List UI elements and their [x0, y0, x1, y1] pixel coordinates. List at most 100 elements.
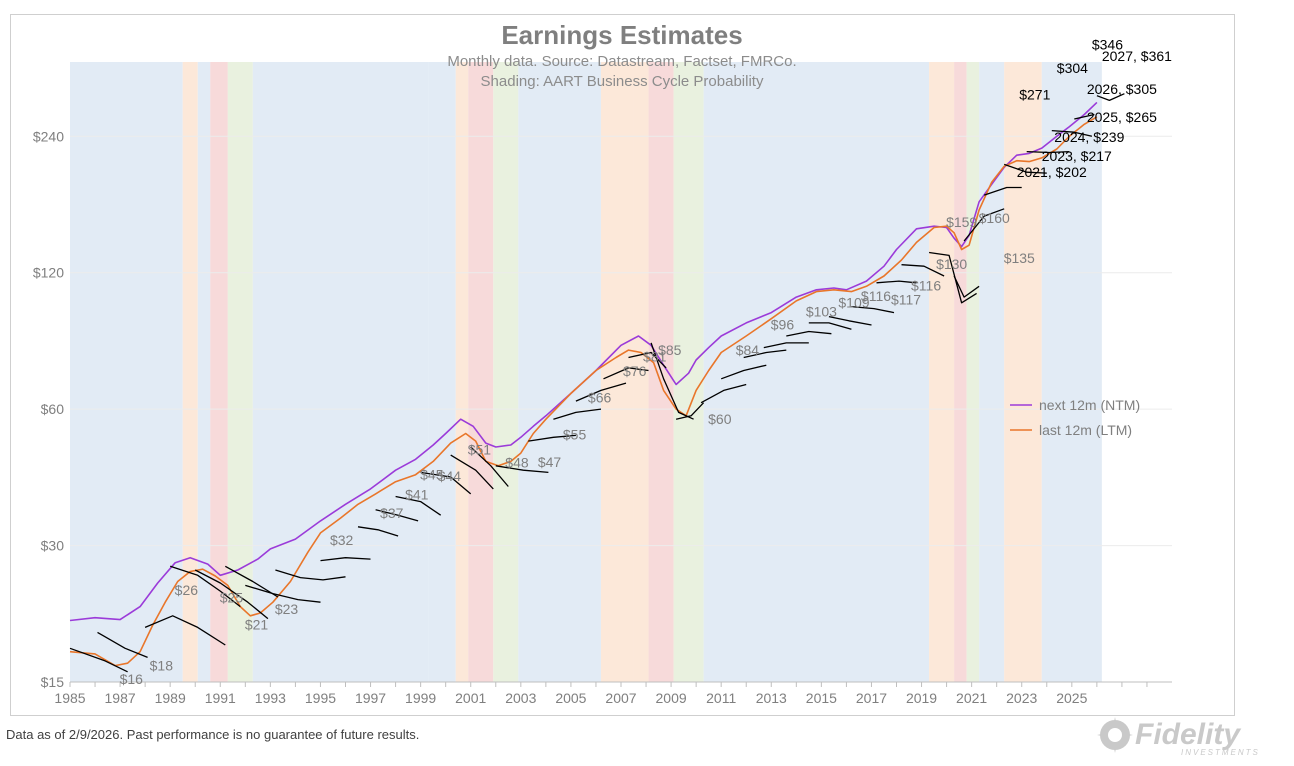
ltm-value-label: $25	[220, 589, 244, 605]
vintage-estimate-line	[575, 382, 627, 402]
cycle-shading-band	[455, 62, 469, 682]
ltm-value-label: $21	[245, 617, 269, 633]
ltm-value-label: $26	[175, 582, 199, 598]
vintage-estimate-line	[224, 565, 279, 598]
legend: next 12m (NTM) last 12m (LTM)	[1010, 397, 1140, 438]
chart-frame	[10, 14, 1235, 716]
fidelity-logo-mark	[1097, 717, 1133, 753]
x-tick-label: 2023	[1006, 690, 1037, 706]
ltm-value-label: $37	[380, 505, 404, 521]
y-tick-label: $60	[41, 401, 65, 417]
vintage-peak-label: $271	[1019, 87, 1050, 103]
vintage-estimate-line	[650, 342, 694, 420]
x-tick-label: 2001	[455, 690, 486, 706]
x-tick-label: 1991	[205, 690, 236, 706]
ltm-value-label: $84	[736, 342, 760, 358]
vintage-estimate-line	[1074, 113, 1095, 120]
x-tick-label: 2013	[756, 690, 787, 706]
cycle-shading-band	[929, 62, 955, 682]
vintage-estimate-line	[395, 495, 442, 516]
vintage-estimate-line	[69, 647, 128, 673]
cycle-shading-band	[979, 62, 1005, 682]
year-estimate-label: 2023, $217	[1042, 148, 1112, 164]
cycle-shading-band	[428, 62, 456, 682]
ltm-value-label: $159	[946, 214, 977, 230]
ltm-value-label: $76	[623, 363, 647, 379]
ltm-value-label: $116	[861, 288, 891, 304]
y-tick-label: $30	[41, 538, 65, 554]
vintage-estimate-line	[675, 402, 705, 420]
x-tick-label: 2005	[555, 690, 586, 706]
ltm-series-line	[69, 116, 1098, 667]
x-tick-label: 2011	[706, 690, 736, 706]
vintage-estimate-line	[553, 408, 602, 420]
ltm-value-label: $160	[979, 210, 1010, 226]
vintage-estimate-line	[1051, 129, 1093, 137]
y-tick-label: $120	[33, 265, 64, 281]
cycle-shading-band	[493, 62, 519, 682]
x-tick-label: 2009	[656, 690, 687, 706]
ltm-value-label: $81	[643, 349, 667, 365]
ltm-value-label: $23	[275, 601, 299, 617]
x-tick-label: 2019	[906, 690, 937, 706]
ltm-value-label: $135	[1004, 250, 1035, 266]
vintage-estimate-line	[420, 471, 472, 495]
vintage-estimate-line	[97, 631, 148, 659]
vintage-estimate-line	[495, 465, 549, 474]
ltm-value-label: $45	[420, 467, 444, 483]
ltm-value-label: $48	[505, 455, 529, 471]
vintage-estimate-line	[470, 446, 509, 487]
x-tick-label: 1993	[255, 690, 286, 706]
x-tick-label: 2015	[806, 690, 837, 706]
vintage-estimate-line	[700, 383, 747, 404]
ntm-series-line	[69, 101, 1098, 622]
cycle-shading-band	[1041, 62, 1102, 682]
x-tick-label: 2025	[1056, 690, 1087, 706]
vintage-estimate-line	[1096, 93, 1125, 102]
ltm-value-label: $44	[438, 468, 462, 484]
ltm-value-label: $32	[330, 532, 354, 548]
vintage-estimate-line	[953, 275, 980, 298]
year-estimate-label: 2021, $202	[1017, 164, 1087, 180]
cycle-shading-band	[600, 62, 634, 682]
vintage-estimate-line	[194, 569, 269, 620]
x-tick-label: 2017	[856, 690, 887, 706]
chart-title: Earnings Estimates	[501, 20, 743, 50]
vintage-peak-label: $346	[1092, 36, 1123, 52]
cycle-shading-band	[633, 62, 649, 682]
y-tick-label: $15	[41, 674, 65, 690]
vintage-estimate-line	[450, 454, 494, 490]
ltm-value-label: $103	[806, 304, 837, 320]
ltm-value-label: $117	[891, 292, 921, 308]
ltm-value-label: $109	[838, 294, 869, 310]
vintage-estimate-line	[275, 569, 346, 581]
vintage-estimate-line	[876, 280, 917, 284]
fidelity-logo-text: Fidelity	[1135, 718, 1241, 751]
year-estimate-label: 2026, $305	[1087, 81, 1157, 97]
ltm-value-label: $116	[911, 278, 941, 294]
x-tick-label: 1987	[105, 690, 136, 706]
vintage-estimate-line	[763, 342, 809, 349]
ltm-value-label: $47	[538, 454, 562, 470]
year-estimate-label: 2024, $239	[1054, 129, 1124, 145]
vintage-estimate-line	[628, 351, 667, 369]
cycle-shading-band	[954, 62, 967, 682]
footer-disclaimer: Data as of 2/9/2026. Past performance is…	[6, 727, 420, 742]
ltm-value-label: $66	[588, 389, 612, 405]
ltm-value-label: $41	[405, 486, 429, 502]
vintage-estimate-line	[828, 315, 872, 326]
x-tick-label: 2021	[956, 690, 987, 706]
vintage-estimate-line	[1003, 163, 1047, 174]
vintage-estimate-line	[743, 349, 787, 359]
ltm-value-label: $55	[563, 426, 587, 442]
vintage-estimate-line	[786, 330, 832, 337]
x-tick-label: 1999	[405, 690, 436, 706]
x-tick-label: 1989	[155, 690, 186, 706]
cycle-shading-band	[966, 62, 980, 682]
cycle-shading-band	[182, 62, 198, 682]
vintage-estimate-line	[528, 434, 576, 442]
ltm-value-label: $130	[936, 256, 967, 272]
vintage-estimate-line	[901, 264, 945, 277]
vintage-estimate-line	[963, 208, 1005, 242]
vintage-estimate-line	[851, 305, 895, 314]
